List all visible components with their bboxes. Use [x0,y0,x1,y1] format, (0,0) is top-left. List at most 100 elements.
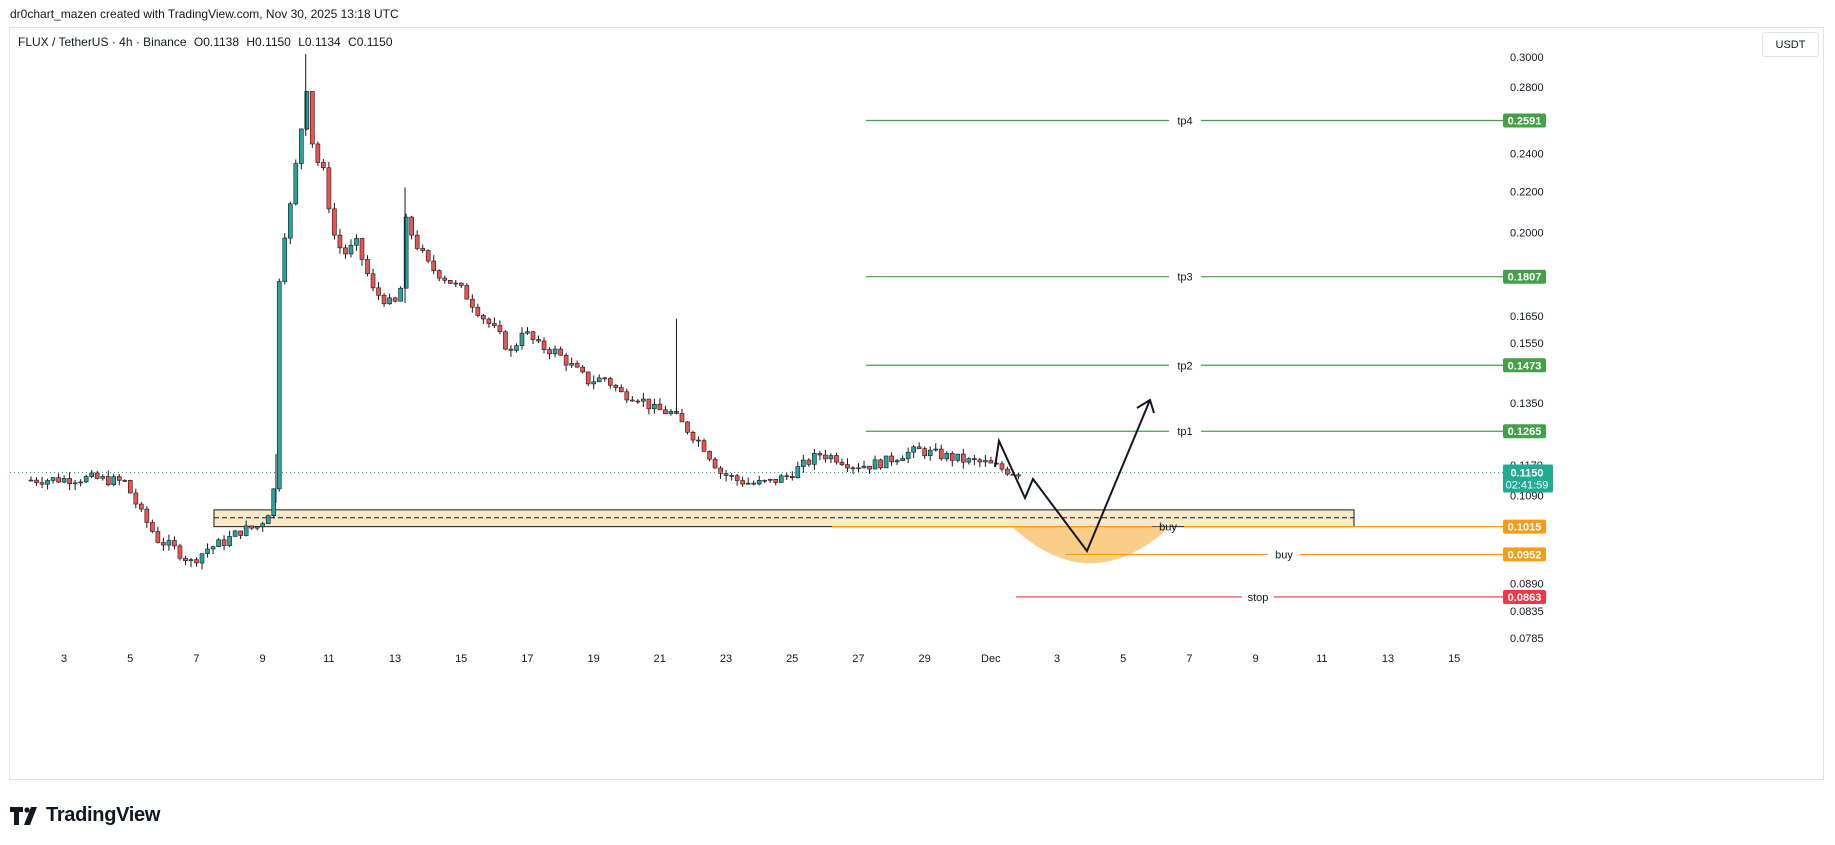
candle-body [458,282,464,286]
candle-body [293,163,299,205]
candle-body [321,162,326,169]
buy-arc [1012,526,1170,564]
candle-body [823,454,828,460]
candle-body [900,458,905,461]
price-badge-tp2 [1503,358,1546,373]
ohlc-low: L0.1134 [298,35,341,49]
y-tick-label: 0.1650 [1510,311,1544,323]
candle-body [541,340,547,350]
candle-body [276,281,282,490]
candle-body [238,530,243,536]
candle-body [470,298,475,308]
candle-body [508,348,514,351]
candle-body [778,475,784,483]
candle-body [806,459,812,465]
candle-body [105,476,111,486]
last-price-text: 0.1150 [1510,468,1543,480]
candle-body [839,461,845,465]
y-tick-label: 0.0835 [1510,606,1544,618]
price-badge-text-tp3: 0.1807 [1508,272,1542,284]
candle-body [569,363,574,366]
y-tick-label: 0.2800 [1510,82,1544,94]
candle-body [221,539,227,546]
candle-body [563,354,569,366]
x-tick-label: 21 [654,653,666,665]
candle-body [183,557,188,562]
chart-credit: dr0chart_mazen created with TradingView.… [10,7,399,21]
candle-body [398,287,403,302]
candle-body [271,488,277,516]
candle-body [34,479,39,483]
candle-body [635,400,641,403]
candle-body [216,539,221,547]
y-tick-label: 0.2000 [1510,228,1544,240]
x-tick-label: 7 [193,653,199,665]
price-badge-text-stop: 0.0863 [1508,592,1542,604]
candle-body [966,458,972,463]
candle-body [172,540,177,547]
candle-body [150,522,155,532]
levels: tp4 tp3 tp2 tp1 buy buy stop [10,116,1503,604]
candle-body [45,480,50,485]
candle-body [337,234,343,249]
tradingview-logo-text: TradingView [46,804,161,826]
y-tick-label: 0.2200 [1510,186,1544,198]
level-label-tp2: tp2 [1177,360,1192,372]
candle-body [580,366,585,373]
candle-body [348,244,354,255]
candle-body [834,455,839,463]
candle-body [690,431,696,441]
candle-body [83,476,89,483]
projection-arrowhead [1136,398,1155,414]
candle-body [205,548,210,554]
y-tick-label: 0.3000 [1510,52,1544,64]
x-tick-label: 19 [587,653,599,665]
candle-body [1016,474,1021,477]
candle-body [265,515,271,524]
candle-body [927,449,933,457]
candle-body [370,273,376,289]
candle-body [773,478,779,483]
currency-selector[interactable]: USDT [1762,32,1819,57]
chart-frame[interactable] [9,27,1824,780]
candle-body [591,381,597,385]
candle-body [139,503,144,510]
candle-body [762,479,768,482]
candle-body [381,295,387,305]
candle-body [436,270,442,279]
price-axis: 0.3000 0.2800 0.2400 0.2200 0.2000 0.1650 0.15… [1510,52,1544,645]
candle-body [420,248,425,251]
candle-body [933,448,939,451]
candle-body [122,479,128,482]
candle-body [431,260,437,271]
x-tick-label: 9 [1253,653,1259,665]
ohlc-high: H0.1150 [246,35,291,49]
price-badge-text-buy: 0.0952 [1508,549,1542,561]
candle-body [618,387,624,393]
x-tick-label: 7 [1186,653,1192,665]
candle-body [89,472,94,477]
candle-body [723,473,729,476]
candle-body [751,482,756,485]
x-tick-label: 5 [1120,653,1126,665]
candle-body [78,481,83,484]
y-tick-label: 0.1350 [1510,398,1544,410]
candle-body [872,459,878,470]
candle-body [343,247,348,255]
candle-body [938,448,944,460]
candle-body [607,378,613,386]
candle-body [210,546,216,550]
last-price-badge [1503,464,1553,493]
candle-body [254,526,260,529]
x-tick-label: 9 [260,653,266,665]
ohlc-open: O0.1138 [193,35,240,49]
candle-body [745,482,751,485]
candle-body [67,478,72,485]
candle-body [641,398,646,402]
candle-body [503,331,508,350]
candle-body [828,455,834,460]
x-tick-label: 3 [61,653,67,665]
candle-body [624,391,630,401]
candle-body [812,453,817,465]
